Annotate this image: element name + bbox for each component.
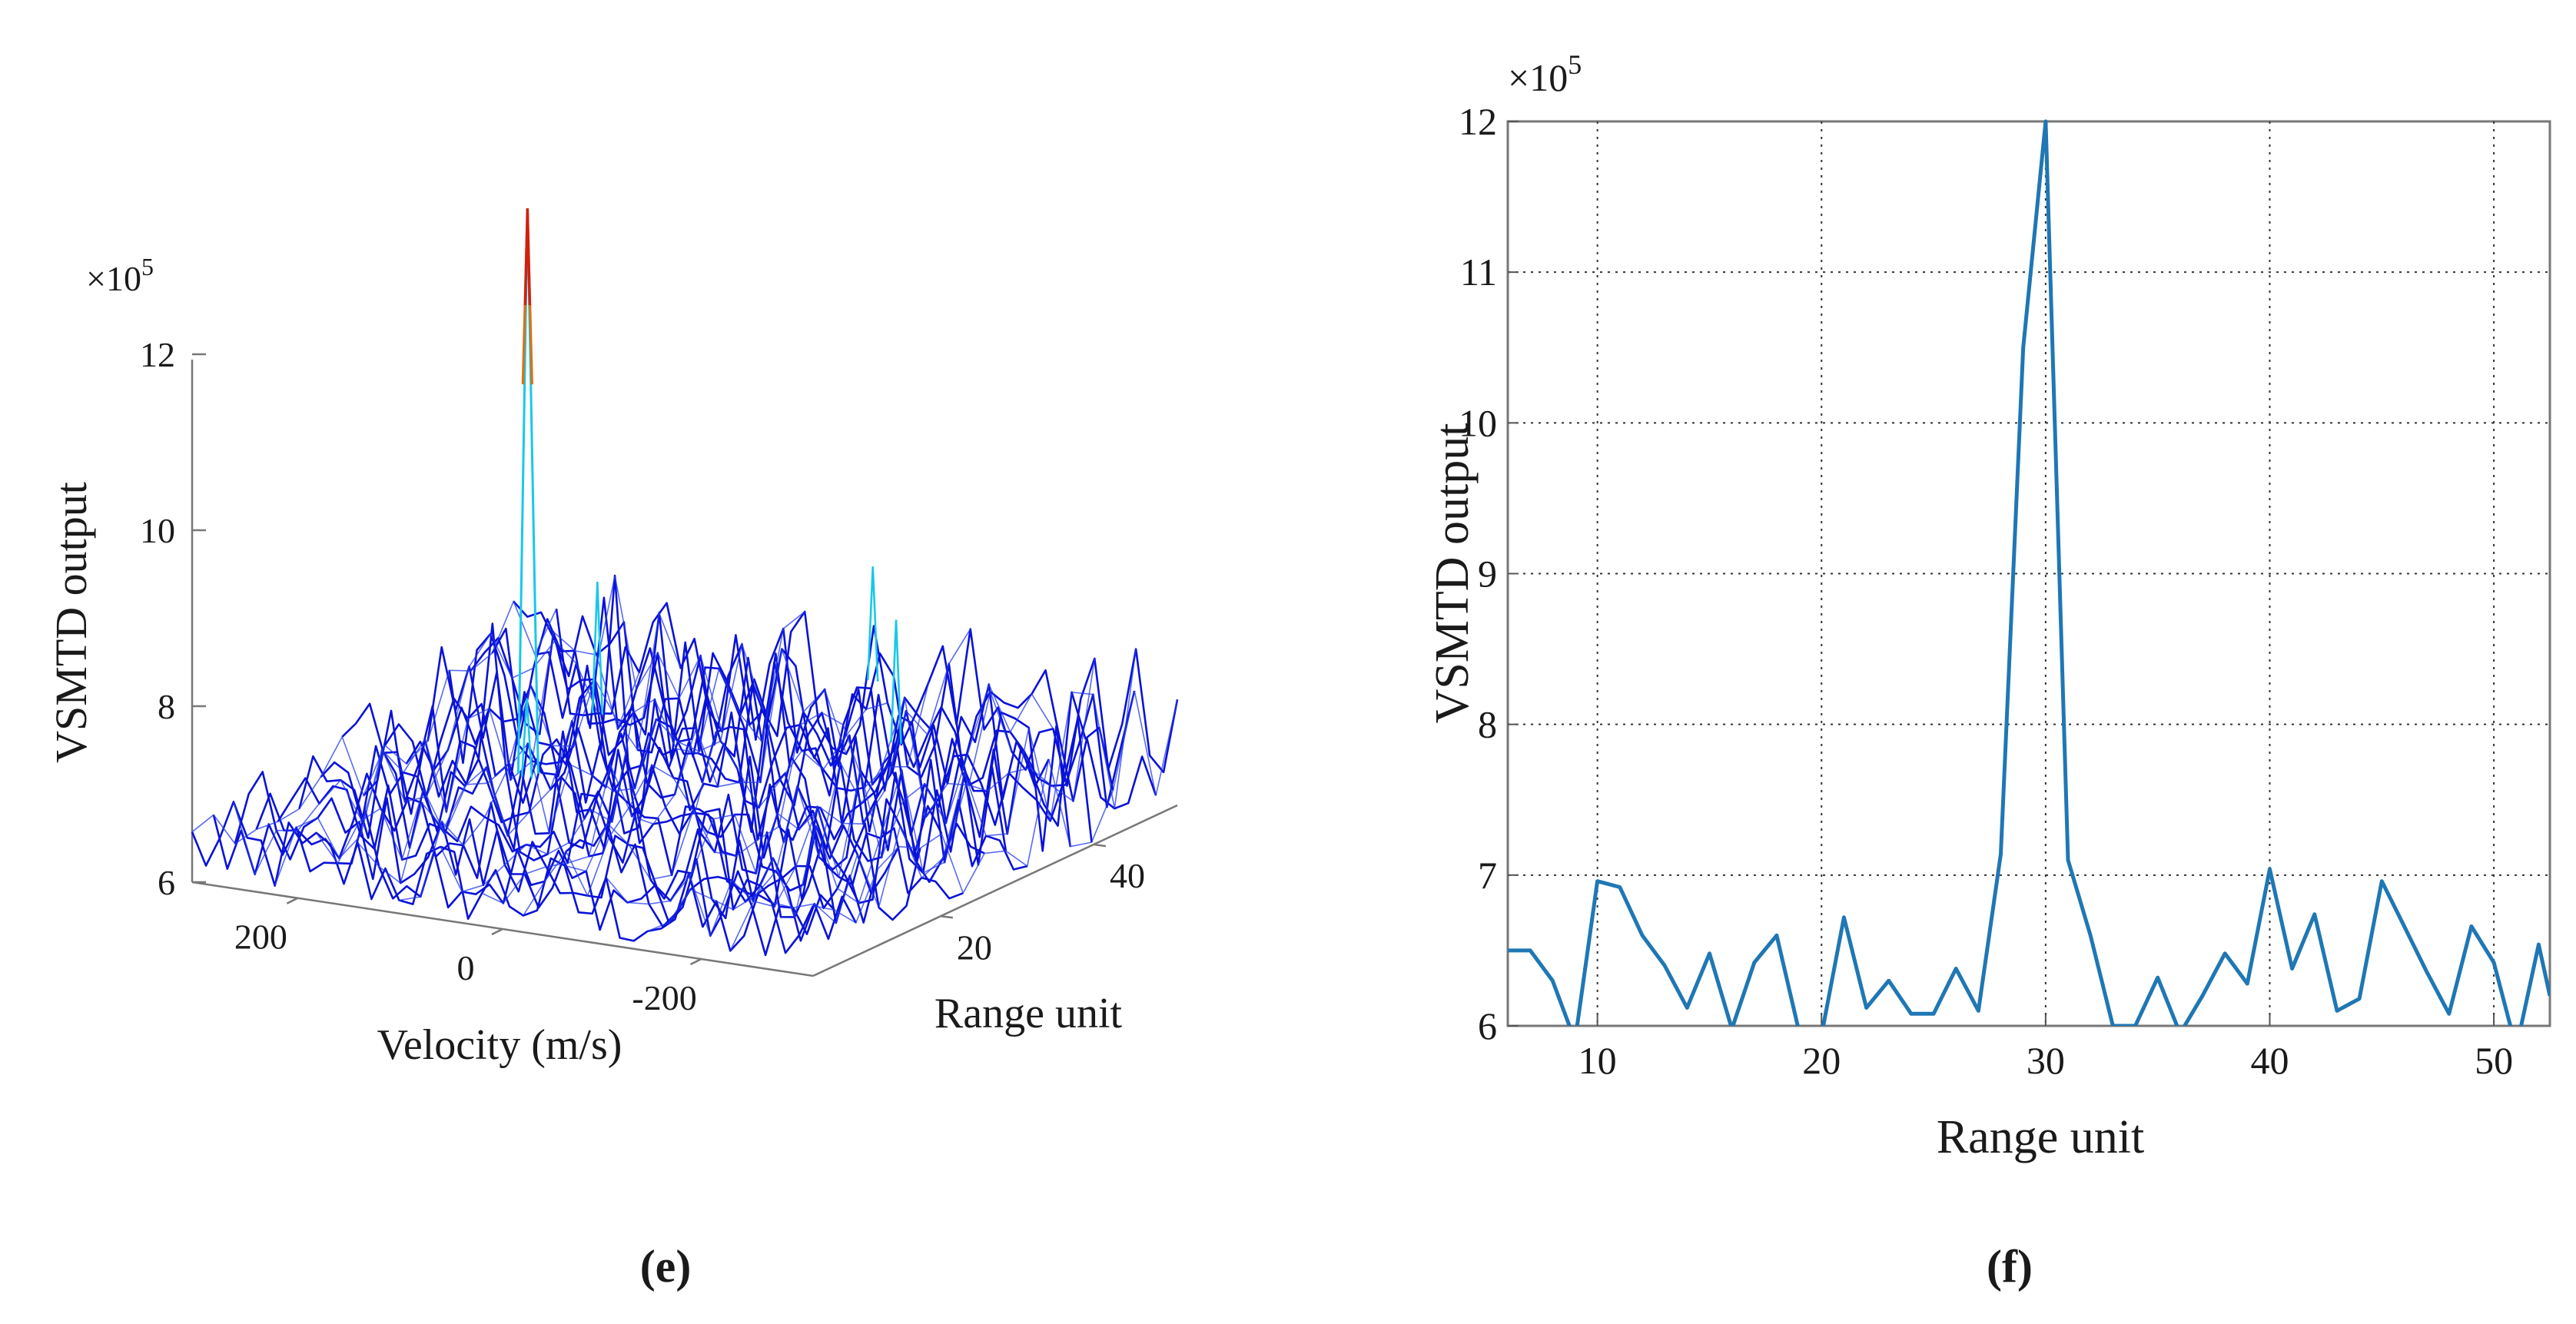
f-y-tick-label: 10 — [1459, 401, 1497, 444]
e-surface-row-line — [427, 645, 1050, 838]
e-velocity-tick-mark — [491, 927, 503, 936]
e-surface-row-line — [513, 600, 1136, 808]
e-z-tick-label: 6 — [158, 863, 175, 902]
e-surface-row-line — [470, 631, 1093, 843]
f-y-tick-label: 12 — [1459, 100, 1497, 143]
e-surface-col-line — [771, 649, 1137, 924]
f-y-tick-label: 11 — [1460, 251, 1497, 294]
e-surface-col-line — [812, 690, 1178, 924]
e-surface-spike — [890, 619, 902, 744]
f-x-axis-label: Range unit — [1937, 1111, 2144, 1163]
f-x-tick-label: 30 — [2027, 1039, 2065, 1082]
f-y-ticks: 6 7 8 9 10 11 12 — [1459, 100, 1519, 1047]
f-y-scale-factor: ×105 — [1508, 49, 1582, 99]
f-x-tick-label: 20 — [1802, 1039, 1841, 1082]
e-surface-row-line — [234, 771, 857, 942]
e-surface-row-line — [405, 685, 1028, 871]
e-surface-col-line — [399, 642, 765, 901]
f-y-tick-label: 8 — [1478, 703, 1497, 746]
e-surface-mesh — [191, 208, 1179, 957]
e-surface-col-line — [440, 611, 805, 893]
e-z-tick-label: 10 — [140, 511, 175, 550]
f-x-tick-label: 10 — [1578, 1039, 1617, 1082]
e-surface-col-line — [357, 575, 723, 884]
e-surface-col-line — [523, 702, 888, 916]
e-peak-tip — [523, 208, 532, 306]
e-surface-spike — [867, 566, 879, 682]
e-velocity-tick-label: 0 — [457, 948, 475, 987]
e-velocity-tick-mark — [690, 957, 702, 966]
e-z-tick-label: 8 — [158, 687, 175, 726]
e-surface-col-line — [481, 649, 847, 904]
e-velocity-tick-mark — [286, 897, 298, 904]
f-y-axis-label: VSMTD output — [1426, 423, 1479, 724]
e-z-scale-factor: ×105 — [86, 253, 154, 298]
e-surface-col-line — [274, 630, 640, 886]
e-velocity-tick-label: -200 — [632, 978, 696, 1017]
e-surface-col-line — [647, 689, 1013, 932]
e-panel-caption: (e) — [640, 1241, 692, 1292]
e-range-axis-line — [812, 804, 1178, 977]
e-surface-col-line — [315, 610, 682, 864]
e-z-axis-label: VSMTD output — [46, 482, 96, 763]
f-x-tick-label: 50 — [2475, 1039, 2513, 1082]
f-y-tick-label: 6 — [1478, 1004, 1497, 1047]
f-y-tick-label: 7 — [1478, 854, 1497, 897]
e-range-tick-label: 20 — [957, 927, 992, 967]
f-x-tick-label: 40 — [2250, 1039, 2289, 1082]
e-surface-spike — [591, 581, 604, 715]
f-grid-lines — [1508, 121, 2550, 1026]
e-surface-row-line — [363, 705, 985, 884]
e-z-tick-label: 12 — [140, 335, 175, 374]
f-y-tick-label: 9 — [1478, 552, 1497, 596]
e-surface-row-line — [191, 801, 815, 954]
e-surface-row-line — [448, 574, 1071, 852]
e-surface-row-line — [277, 777, 900, 911]
e-surface-col-line — [688, 682, 1054, 938]
e-z-ticks: 6 8 10 12 — [140, 335, 206, 902]
f-x-ticks: 10 20 30 40 50 — [1578, 1015, 2513, 1082]
e-surface-row-line — [383, 697, 1007, 874]
e-range-axis-label: Range unit — [934, 990, 1123, 1037]
e-surface-spike — [520, 698, 533, 778]
e-velocity-axis-label: Velocity (m/s) — [377, 1021, 622, 1069]
f-series-line — [1508, 119, 2550, 1026]
e-range-tick-label: 40 — [1110, 856, 1145, 895]
e-velocity-tick-label: 200 — [234, 918, 287, 957]
e-range-tick-mark — [1093, 843, 1107, 848]
e-range-tick-mark — [940, 915, 954, 919]
e-surface-row-line — [212, 809, 835, 957]
f-panel-caption: (f) — [1987, 1241, 2033, 1292]
e-velocity-ticks: 200 0 -200 — [234, 897, 702, 1017]
